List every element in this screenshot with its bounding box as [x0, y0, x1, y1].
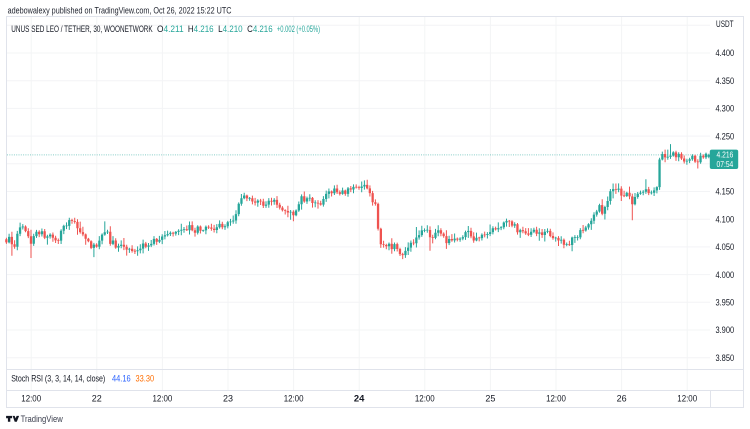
svg-text:4.300: 4.300	[715, 104, 734, 114]
svg-text:44.16: 44.16	[112, 374, 131, 385]
svg-text:4.350: 4.350	[715, 76, 734, 86]
svg-text:12:00: 12:00	[546, 393, 566, 403]
svg-text:12:00: 12:00	[677, 393, 697, 403]
svg-text:TradingView: TradingView	[21, 414, 63, 424]
svg-text:+0.002 (+0.05%): +0.002 (+0.05%)	[277, 24, 320, 35]
svg-text:26: 26	[617, 393, 627, 403]
svg-text:4.250: 4.250	[715, 131, 734, 141]
svg-text:UNUS SED LEO / TETHER, 30, WOO: UNUS SED LEO / TETHER, 30, WOONETWORK	[11, 24, 153, 35]
svg-text:O4.211: O4.211	[157, 24, 184, 35]
svg-text:3.850: 3.850	[715, 353, 734, 363]
svg-text:3.950: 3.950	[715, 298, 734, 308]
svg-text:12:00: 12:00	[284, 393, 304, 403]
svg-text:adebowalexy published on Tradi: adebowalexy published on TradingView.com…	[8, 5, 232, 15]
svg-text:4.216: 4.216	[717, 150, 734, 160]
svg-text:23: 23	[223, 393, 233, 403]
svg-text:C4.216: C4.216	[247, 24, 273, 35]
svg-text:Stoch RSI (3, 3, 14, 14, close: Stoch RSI (3, 3, 14, 14, close)	[11, 374, 105, 385]
svg-text:33.30: 33.30	[136, 374, 155, 385]
svg-text:22: 22	[92, 393, 102, 403]
svg-text:12:00: 12:00	[153, 393, 173, 403]
svg-text:24: 24	[354, 393, 365, 403]
svg-text:4.050: 4.050	[715, 242, 734, 252]
svg-text:L4.210: L4.210	[218, 24, 243, 35]
svg-text:USDT: USDT	[716, 19, 734, 29]
svg-text:25: 25	[485, 393, 495, 403]
svg-text:07:54: 07:54	[717, 159, 734, 169]
svg-text:3.900: 3.900	[715, 325, 734, 335]
svg-text:12:00: 12:00	[415, 393, 435, 403]
svg-text:4.100: 4.100	[715, 214, 734, 224]
svg-text:12:00: 12:00	[21, 393, 41, 403]
svg-text:4.400: 4.400	[715, 48, 734, 58]
svg-text:H4.216: H4.216	[188, 24, 214, 35]
svg-text:4.150: 4.150	[715, 187, 734, 197]
svg-text:4.000: 4.000	[715, 270, 734, 280]
